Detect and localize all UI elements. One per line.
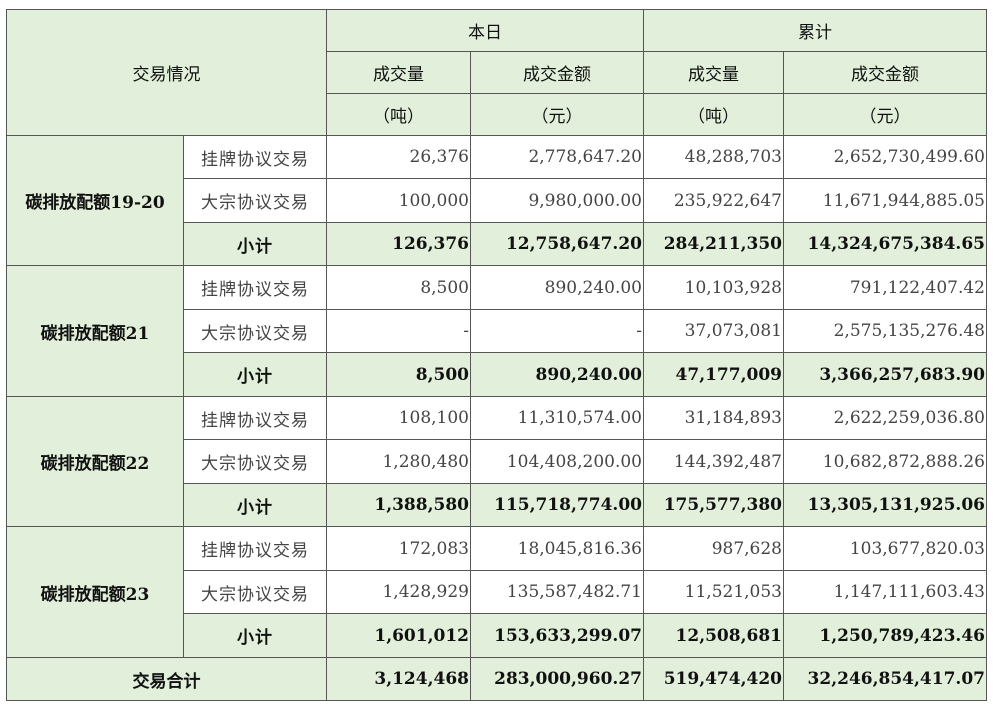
trade-type-cell: 大宗协议交易 xyxy=(183,309,327,353)
today-amount-cell: 11,310,574.00 xyxy=(470,396,644,440)
table-row: 碳排放配额22 挂牌协议交易 108,100 11,310,574.00 31,… xyxy=(6,396,987,527)
header-cumulative: 累计 xyxy=(643,9,987,52)
today-volume-cell: 100,000 xyxy=(326,178,471,223)
header-today-amount-unit: （元） xyxy=(470,93,644,136)
today-volume-cell: - xyxy=(326,309,471,353)
today-amount-cell: 153,633,299.07 xyxy=(470,613,644,658)
today-volume-cell: 1,280,480 xyxy=(326,439,471,484)
trade-type-cell: 挂牌协议交易 xyxy=(183,265,327,310)
today-amount-cell: 9,980,000.00 xyxy=(470,178,644,223)
subtotal-row: 小计 126,376 12,758,647.20 284,211,350 14,… xyxy=(7,222,987,266)
cum-amount-cell: 13,305,131,925.06 xyxy=(783,483,987,527)
today-amount-cell: 18,045,816.36 xyxy=(470,526,644,571)
cum-volume-cell: 37,073,081 xyxy=(643,309,784,353)
today-volume-cell: 1,388,580 xyxy=(326,483,471,527)
group-name-cell: 碳排放配额19-20 xyxy=(6,135,184,266)
today-amount-cell: 135,587,482.71 xyxy=(470,570,644,614)
total-today-amount: 283,000,960.27 xyxy=(470,657,644,701)
cum-amount-cell: 11,671,944,885.05 xyxy=(783,178,987,223)
today-amount-cell: 890,240.00 xyxy=(470,265,644,310)
cum-amount-cell: 103,677,820.03 xyxy=(783,526,987,571)
subtotal-row: 小计 1,601,012 153,633,299.07 12,508,681 1… xyxy=(7,613,987,658)
today-amount-cell: - xyxy=(470,309,644,353)
today-amount-cell: 115,718,774.00 xyxy=(470,483,644,527)
trade-type-cell: 挂牌协议交易 xyxy=(183,526,327,571)
today-volume-cell: 172,083 xyxy=(326,526,471,571)
group-name-cell: 碳排放配额23 xyxy=(6,526,184,658)
table-row: 碳排放配额19-20 挂牌协议交易 26,376 2,778,647.20 48… xyxy=(6,135,987,266)
total-cum-amount: 32,246,854,417.07 xyxy=(783,657,987,701)
cum-amount-cell: 10,682,872,888.26 xyxy=(783,439,987,484)
header-cum-volume-unit: （吨） xyxy=(643,93,784,136)
cum-volume-cell: 175,577,380 xyxy=(643,483,784,527)
trade-type-cell: 挂牌协议交易 xyxy=(183,396,327,440)
total-today-volume: 3,124,468 xyxy=(326,657,471,701)
subtotal-label: 小计 xyxy=(183,613,327,658)
cum-amount-cell: 2,575,135,276.48 xyxy=(783,309,987,353)
header-today-volume-unit: （吨） xyxy=(326,93,471,136)
group-name-cell: 碳排放配额21 xyxy=(6,265,184,397)
trade-type-cell: 大宗协议交易 xyxy=(183,439,327,484)
cum-amount-cell: 2,652,730,499.60 xyxy=(783,135,987,179)
today-volume-cell: 8,500 xyxy=(326,265,471,310)
total-row: 交易合计 3,124,468 283,000,960.27 519,474,42… xyxy=(6,657,987,701)
today-amount-cell: 104,408,200.00 xyxy=(470,439,644,484)
trade-type-cell: 挂牌协议交易 xyxy=(183,135,327,179)
today-volume-cell: 26,376 xyxy=(326,135,471,179)
cum-volume-cell: 987,628 xyxy=(643,526,784,571)
cum-volume-cell: 10,103,928 xyxy=(643,265,784,310)
subtotal-label: 小计 xyxy=(183,352,327,397)
cum-volume-cell: 235,922,647 xyxy=(643,178,784,223)
cum-volume-cell: 11,521,053 xyxy=(643,570,784,614)
cum-volume-cell: 47,177,009 xyxy=(643,352,784,397)
header-today: 本日 xyxy=(326,9,644,52)
today-volume-cell: 1,428,929 xyxy=(326,570,471,614)
group-name-cell: 碳排放配额22 xyxy=(6,396,184,527)
cum-amount-cell: 1,147,111,603.43 xyxy=(783,570,987,614)
cum-amount-cell: 1,250,789,423.46 xyxy=(783,613,987,658)
cum-volume-cell: 144,392,487 xyxy=(643,439,784,484)
today-volume-cell: 1,601,012 xyxy=(326,613,471,658)
cum-amount-cell: 3,366,257,683.90 xyxy=(783,352,987,397)
today-amount-cell: 2,778,647.20 xyxy=(470,135,644,179)
today-volume-cell: 8,500 xyxy=(326,352,471,397)
subtotal-label: 小计 xyxy=(183,222,327,266)
header-category: 交易情况 xyxy=(6,9,327,136)
table-row: 大宗协议交易 1,428,929 135,587,482.71 11,521,0… xyxy=(7,570,987,614)
today-amount-cell: 890,240.00 xyxy=(470,352,644,397)
total-label: 交易合计 xyxy=(6,657,327,701)
cum-volume-cell: 12,508,681 xyxy=(643,613,784,658)
table-row: 大宗协议交易 - - 37,073,081 2,575,135,276.48 xyxy=(7,309,987,353)
carbon-trading-table: 交易情况 本日 累计 成交量 成交金额 成交量 成交金额 （吨） （元） （吨）… xyxy=(6,9,987,701)
trade-type-cell: 大宗协议交易 xyxy=(183,570,327,614)
cum-volume-cell: 48,288,703 xyxy=(643,135,784,179)
total-cum-volume: 519,474,420 xyxy=(643,657,784,701)
header-cum-amount: 成交金额 xyxy=(783,51,987,94)
header-cum-volume: 成交量 xyxy=(643,51,784,94)
today-volume-cell: 126,376 xyxy=(326,222,471,266)
cum-amount-cell: 14,324,675,384.65 xyxy=(783,222,987,266)
cum-amount-cell: 2,622,259,036.80 xyxy=(783,396,987,440)
subtotal-label: 小计 xyxy=(183,483,327,527)
subtotal-row: 小计 8,500 890,240.00 47,177,009 3,366,257… xyxy=(7,352,987,397)
trade-type-cell: 大宗协议交易 xyxy=(183,178,327,223)
cum-volume-cell: 31,184,893 xyxy=(643,396,784,440)
header-cum-amount-unit: （元） xyxy=(783,93,987,136)
header-today-volume: 成交量 xyxy=(326,51,471,94)
table-row: 大宗协议交易 100,000 9,980,000.00 235,922,647 … xyxy=(7,178,987,223)
today-volume-cell: 108,100 xyxy=(326,396,471,440)
table-row: 大宗协议交易 1,280,480 104,408,200.00 144,392,… xyxy=(7,439,987,484)
cum-volume-cell: 284,211,350 xyxy=(643,222,784,266)
header-today-amount: 成交金额 xyxy=(470,51,644,94)
cum-amount-cell: 791,122,407.42 xyxy=(783,265,987,310)
table-row: 碳排放配额21 挂牌协议交易 8,500 890,240.00 10,103,9… xyxy=(6,265,987,397)
today-amount-cell: 12,758,647.20 xyxy=(470,222,644,266)
table-row: 碳排放配额23 挂牌协议交易 172,083 18,045,816.36 987… xyxy=(6,526,987,658)
